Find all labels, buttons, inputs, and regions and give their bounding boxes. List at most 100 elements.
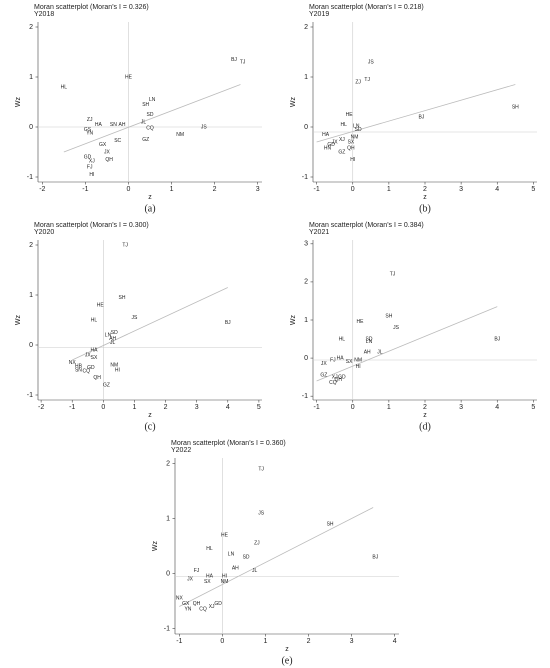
point-label: LN bbox=[105, 332, 112, 338]
point-label: XJ bbox=[339, 137, 345, 143]
point-label: HL bbox=[339, 336, 346, 342]
point-label: HE bbox=[97, 302, 105, 308]
panel: Moran scatterplot (Moran's I = 0.300)Y20… bbox=[15, 222, 262, 432]
y-tick-label: 1 bbox=[29, 292, 33, 299]
x-tick-label: 3 bbox=[459, 186, 463, 193]
chart-subtitle: Y2021 bbox=[309, 229, 329, 236]
point-label: GD bbox=[214, 601, 222, 607]
point-label: SD bbox=[243, 554, 250, 560]
panel: Moran scatterplot (Moran's I = 0.384)Y20… bbox=[290, 222, 537, 432]
x-tick-label: -1 bbox=[313, 404, 319, 411]
y-axis-label: Wz bbox=[290, 96, 297, 107]
x-axis-label: z bbox=[148, 412, 152, 419]
point-label: XJ bbox=[89, 158, 95, 164]
point-label: QH bbox=[335, 377, 343, 383]
y-tick-label: -1 bbox=[27, 392, 33, 399]
point-label: GD bbox=[84, 154, 92, 160]
panel-label: (a) bbox=[144, 203, 155, 214]
point-label: JL bbox=[110, 340, 116, 346]
point-label: HL bbox=[206, 546, 213, 552]
x-tick-label: 1 bbox=[132, 404, 136, 411]
point-label: SX bbox=[91, 355, 98, 361]
y-tick-label: -1 bbox=[164, 625, 170, 632]
point-label: QH bbox=[105, 157, 113, 163]
point-label: GS bbox=[84, 127, 92, 133]
point-label: GZ bbox=[338, 149, 345, 155]
x-tick-label: 4 bbox=[393, 638, 397, 645]
x-tick-label: 3 bbox=[350, 638, 354, 645]
point-label: ZJ bbox=[87, 117, 93, 123]
x-tick-label: 2 bbox=[423, 404, 427, 411]
point-label: HL bbox=[91, 317, 98, 323]
point-label: SD bbox=[355, 127, 362, 133]
point-label: JL bbox=[141, 119, 147, 125]
point-label: SH bbox=[385, 314, 392, 320]
x-tick-label: 5 bbox=[257, 404, 261, 411]
y-tick-label: 1 bbox=[304, 74, 308, 81]
point-label: JS bbox=[201, 124, 208, 130]
point-label: CQ bbox=[82, 368, 90, 374]
y-axis-label: Wz bbox=[15, 96, 22, 107]
point-label: NM bbox=[221, 579, 229, 585]
point-label: GD bbox=[338, 374, 346, 380]
point-label: BJ bbox=[231, 57, 237, 63]
point-label: SN bbox=[75, 367, 82, 373]
point-label: BJ bbox=[494, 336, 500, 342]
y-tick-label: 2 bbox=[304, 24, 308, 31]
point-label: GZ bbox=[142, 137, 149, 143]
fit-line bbox=[316, 84, 516, 143]
point-label: HE bbox=[346, 112, 354, 118]
x-tick-label: -1 bbox=[69, 404, 75, 411]
x-tick-label: -2 bbox=[39, 186, 45, 193]
point-label: GZ bbox=[103, 382, 110, 388]
point-label: XJ bbox=[332, 374, 338, 380]
x-axis-label: z bbox=[423, 412, 427, 419]
x-tick-label: 4 bbox=[495, 404, 499, 411]
point-label: YN bbox=[86, 130, 93, 136]
x-tick-label: 4 bbox=[495, 186, 499, 193]
fit-line bbox=[63, 84, 241, 153]
point-label: HI bbox=[89, 172, 94, 178]
point-label: HA bbox=[206, 574, 214, 580]
x-tick-label: 2 bbox=[164, 404, 168, 411]
x-tick-label: -2 bbox=[38, 404, 44, 411]
point-label: GX bbox=[99, 142, 107, 148]
point-label: LN bbox=[149, 97, 156, 103]
point-label: AH bbox=[232, 565, 239, 571]
panel: Moran scatterplot (Moran's I = 0.360)Y20… bbox=[152, 440, 399, 666]
y-tick-label: 3 bbox=[304, 241, 308, 248]
point-label: NM bbox=[110, 362, 118, 368]
point-label: AH bbox=[364, 350, 371, 356]
y-axis-label: Wz bbox=[15, 314, 22, 325]
y-tick-label: 0 bbox=[29, 342, 33, 349]
point-label: LN bbox=[353, 123, 360, 129]
x-tick-label: -1 bbox=[176, 638, 182, 645]
panel-label: (b) bbox=[419, 203, 431, 214]
point-label: AH bbox=[119, 122, 126, 128]
point-label: GX bbox=[182, 601, 190, 607]
panel-label: (e) bbox=[281, 655, 292, 666]
point-label: SX bbox=[346, 359, 353, 365]
point-label: XJ bbox=[209, 604, 215, 610]
point-label: SX bbox=[204, 579, 211, 585]
point-label: HL bbox=[341, 122, 348, 128]
point-label: SH bbox=[512, 104, 519, 110]
y-tick-label: 2 bbox=[166, 460, 170, 467]
point-label: SH bbox=[119, 295, 126, 301]
chart-title: Moran scatterplot (Moran's I = 0.384) bbox=[309, 222, 424, 229]
y-tick-label: -1 bbox=[27, 174, 33, 181]
point-label: TJ bbox=[240, 59, 246, 65]
panel-label: (c) bbox=[144, 421, 155, 432]
point-label: HN bbox=[324, 145, 332, 151]
point-label: SC bbox=[114, 138, 121, 144]
y-tick-label: 2 bbox=[29, 242, 33, 249]
point-label: HA bbox=[95, 122, 103, 128]
point-label: AH bbox=[109, 336, 116, 342]
point-label: TJ bbox=[364, 77, 370, 83]
point-label: HE bbox=[356, 319, 364, 325]
point-label: NX bbox=[69, 360, 77, 366]
point-label: HI bbox=[115, 367, 120, 373]
point-label: HI bbox=[356, 364, 361, 370]
point-label: LN bbox=[366, 339, 373, 345]
point-label: HA bbox=[337, 355, 345, 361]
